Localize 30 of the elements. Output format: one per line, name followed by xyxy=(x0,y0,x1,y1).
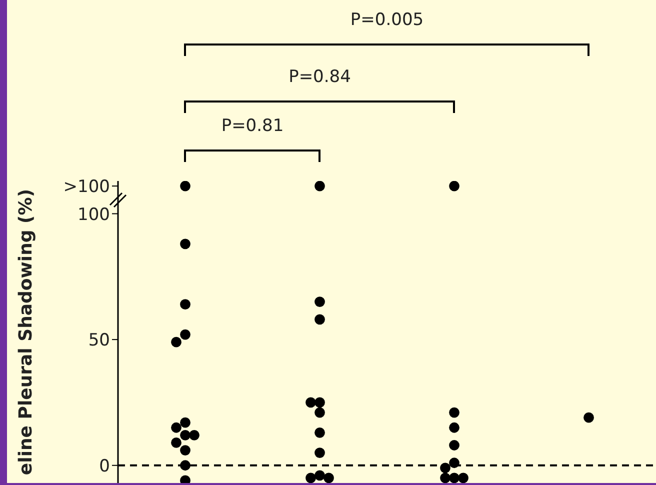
point xyxy=(314,470,325,481)
y-tick-label: >100 xyxy=(63,177,110,198)
y-tick-label: 0 xyxy=(99,456,110,476)
point xyxy=(314,448,325,458)
point xyxy=(449,458,460,468)
y-tick-label: 100 xyxy=(78,204,110,225)
point xyxy=(449,422,460,433)
point xyxy=(314,181,325,192)
text: P=0.84 xyxy=(288,67,352,87)
point xyxy=(180,430,190,440)
point xyxy=(449,440,460,450)
point xyxy=(314,397,325,408)
point xyxy=(314,407,325,418)
point xyxy=(180,238,190,250)
point xyxy=(180,299,190,310)
point xyxy=(180,329,190,340)
point xyxy=(314,314,325,325)
y-axis-title: eline Pleural Shadowing (%) xyxy=(15,188,36,476)
y-tick-label: 50 xyxy=(88,330,110,351)
text: P=0.005 xyxy=(349,10,425,30)
text: P=0.81 xyxy=(220,116,285,136)
point xyxy=(314,296,325,307)
point xyxy=(449,407,460,418)
point xyxy=(314,427,325,438)
point xyxy=(584,412,594,423)
point xyxy=(180,460,190,471)
point xyxy=(180,181,190,192)
point xyxy=(449,181,460,192)
point xyxy=(180,417,190,428)
point xyxy=(180,445,190,456)
